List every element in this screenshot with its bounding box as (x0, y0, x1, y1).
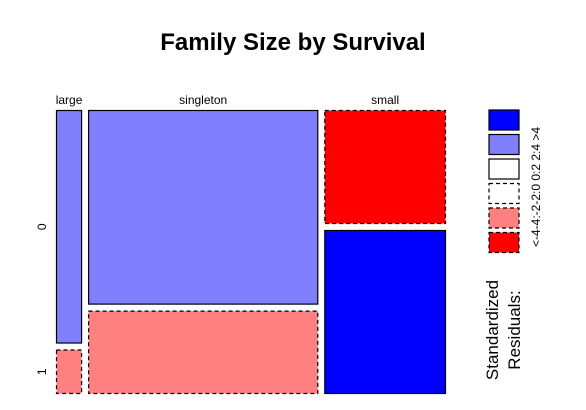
legend-title-line2: Residuals: (505, 290, 524, 369)
legend-box-1 (488, 133, 520, 156)
column-label-small: small (371, 93, 399, 107)
row-label-1: 1 (35, 368, 49, 375)
mosaic-cell-large-1 (55, 349, 83, 395)
chart-title: Family Size by Survival (160, 29, 425, 56)
mosaic-cell-singleton-1 (87, 310, 319, 395)
mosaic-cell-singleton-0 (87, 109, 319, 305)
column-labels: large singleton small (56, 93, 399, 107)
legend-box-4 (488, 207, 520, 229)
legend-box-0 (488, 109, 520, 131)
legend-title-line1: Standardized (483, 280, 502, 380)
legend-box-2 (488, 158, 520, 180)
mosaic-cell-small-1 (324, 229, 447, 395)
legend: <-4-4:-2-2:0 0:2 2:4 >4 Standardized Res… (483, 109, 543, 380)
row-label-0: 0 (35, 223, 49, 230)
legend-tick-labels: <-4-4:-2-2:0 0:2 2:4 >4 (529, 127, 543, 247)
mosaic-cell-large-0 (55, 109, 83, 344)
legend-box-3 (488, 182, 520, 205)
mosaic-cells (55, 109, 447, 395)
column-label-singleton: singleton (179, 93, 227, 107)
mosaic-cell-small-0 (324, 109, 447, 225)
row-labels: 01 (35, 223, 49, 375)
legend-boxes (488, 109, 520, 254)
column-label-large: large (56, 93, 83, 107)
legend-box-5 (488, 231, 520, 254)
